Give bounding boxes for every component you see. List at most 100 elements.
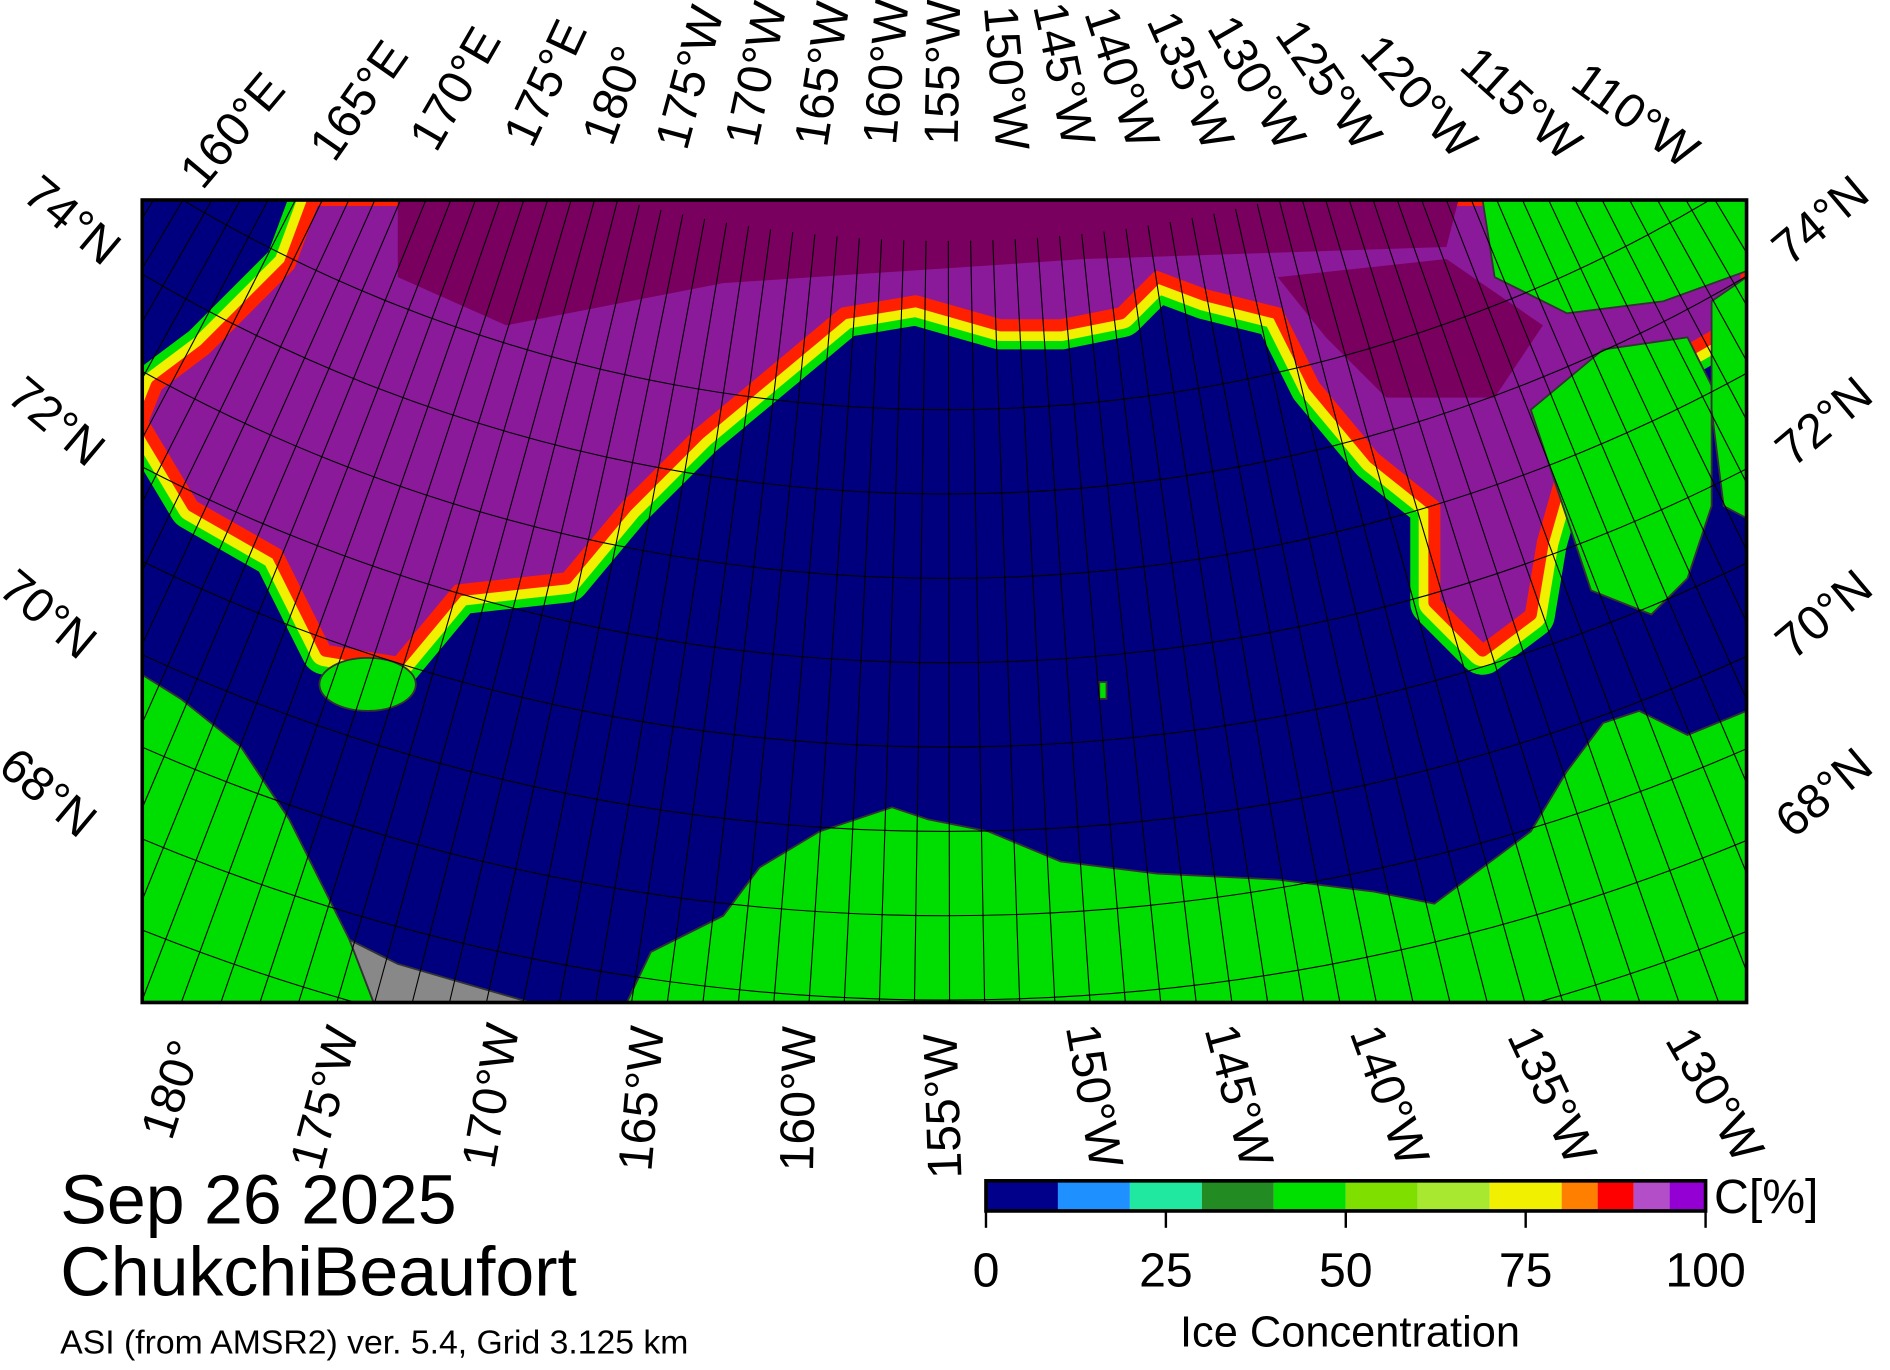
meridian	[1656, 200, 1747, 362]
lon-label: 145°W	[1194, 1019, 1284, 1174]
meridian	[298, 200, 549, 1003]
lon-label: 165°E	[299, 31, 419, 170]
colorbar-frame	[984, 1179, 1708, 1213]
meridian	[913, 240, 927, 1003]
lon-label: 140°W	[1339, 1018, 1440, 1173]
meridian	[595, 222, 728, 1003]
meridian	[142, 200, 269, 440]
top-longitude-labels: 160°E 165°E 170°E 175°E 180° 175°W 170°W…	[169, 0, 1708, 198]
meridian	[702, 232, 794, 1003]
meridian	[142, 200, 350, 646]
colorbar-label: Ice Concentration	[1180, 1309, 1520, 1357]
meridian	[1521, 200, 1747, 701]
lon-label: 115°W	[1450, 36, 1592, 171]
colorbar-segment	[1129, 1180, 1202, 1211]
lon-label: 180°	[131, 1034, 213, 1145]
meridian	[1714, 200, 1747, 254]
colorbar-tick-label: 0	[973, 1243, 1000, 1297]
colorbar-unit: C[%]	[1714, 1170, 1818, 1224]
meridian	[142, 200, 323, 573]
lon-label: 110°W	[1562, 52, 1709, 179]
meridian	[1014, 239, 1056, 1003]
lat-label: 72°N	[1765, 366, 1882, 477]
meridian	[1147, 225, 1269, 1003]
meridian	[374, 200, 596, 1003]
lat-label: 68°N	[1765, 737, 1882, 848]
meridian	[1601, 200, 1747, 485]
meridian	[1685, 200, 1747, 307]
colorbar-segment	[1057, 1180, 1130, 1211]
colorbar-segment	[1669, 1180, 1706, 1211]
colorbar-segment	[1597, 1180, 1634, 1211]
meridian	[142, 200, 376, 725]
colorbar-segment	[1201, 1180, 1274, 1211]
parallel	[142, 370, 1747, 579]
meridian	[259, 200, 525, 1003]
lat-label: 74°N	[1762, 165, 1879, 276]
meridian	[1301, 200, 1526, 1003]
land	[142, 200, 1747, 1003]
meridian	[737, 234, 816, 1003]
colorbar-segment	[1417, 1180, 1490, 1211]
meridian	[666, 229, 772, 1003]
parallel	[182, 200, 1710, 410]
lon-label: 155°W	[913, 1032, 972, 1179]
graticule	[142, 200, 1747, 1003]
meridian	[1421, 200, 1720, 1003]
meridian	[1059, 236, 1126, 1003]
sea-ice	[142, 200, 1747, 687]
meridian	[142, 200, 184, 270]
meridian	[142, 200, 427, 902]
meridian	[1470, 200, 1747, 875]
lon-label: 160°W	[770, 1025, 827, 1172]
left-latitude-labels: 74°N 72°N 70°N 68°N	[0, 165, 131, 848]
colorbar-segment	[1633, 1180, 1670, 1211]
lat-label: 70°N	[1765, 559, 1882, 670]
meridian	[1628, 200, 1747, 422]
map-frame	[140, 198, 1749, 1005]
meridian	[1396, 200, 1680, 1003]
colorbar-tick-label: 75	[1499, 1243, 1553, 1297]
meridian	[1278, 200, 1488, 1003]
lon-label: 165°W	[784, 0, 860, 150]
meridian	[485, 209, 662, 1003]
lon-label: 165°W	[608, 1023, 675, 1173]
lon-label: 175°W	[280, 1020, 370, 1175]
title: Sep 26 2025	[60, 1160, 456, 1238]
meridian	[142, 200, 297, 504]
meridian	[1548, 200, 1747, 624]
meridian	[1496, 200, 1747, 785]
lon-label: 160°W	[853, 0, 920, 147]
lat-label: 74°N	[13, 165, 130, 276]
meridian	[1574, 200, 1747, 552]
colorbar-tick-label: 25	[1139, 1243, 1193, 1297]
lat-label: 68°N	[0, 737, 107, 848]
lat-label: 70°N	[0, 559, 107, 670]
meridian	[1036, 237, 1091, 1003]
meridian	[1235, 208, 1414, 1003]
lon-label: 135°W	[1497, 1018, 1608, 1173]
bottom-longitude-labels: 180° 175°W 170°W 165°W 160°W 155°W 150°W…	[131, 1018, 1775, 1180]
meridian	[1169, 221, 1305, 1003]
lon-label: 170°E	[399, 18, 512, 159]
meridian	[1081, 233, 1162, 1003]
meridian	[411, 200, 619, 1003]
meridian	[1348, 200, 1602, 1003]
colorbar-tick-label: 100	[1665, 1243, 1745, 1297]
lon-label: 155°W	[915, 0, 972, 145]
meridian	[970, 240, 986, 1003]
right-latitude-labels: 74°N 72°N 70°N 68°N	[1762, 165, 1883, 848]
colorbar-tick-label: 50	[1319, 1243, 1373, 1297]
meridian	[773, 236, 838, 1003]
lon-label: 130°W	[1655, 1019, 1775, 1172]
parallel	[142, 465, 1747, 663]
meridian	[630, 226, 750, 1003]
colorbar-segment	[1273, 1180, 1346, 1211]
colorbar-segment	[1489, 1180, 1562, 1211]
meridian	[1213, 213, 1377, 1003]
lon-label: 160°E	[169, 63, 295, 199]
colorbar-segment	[1345, 1180, 1418, 1211]
meridian	[558, 218, 706, 1003]
